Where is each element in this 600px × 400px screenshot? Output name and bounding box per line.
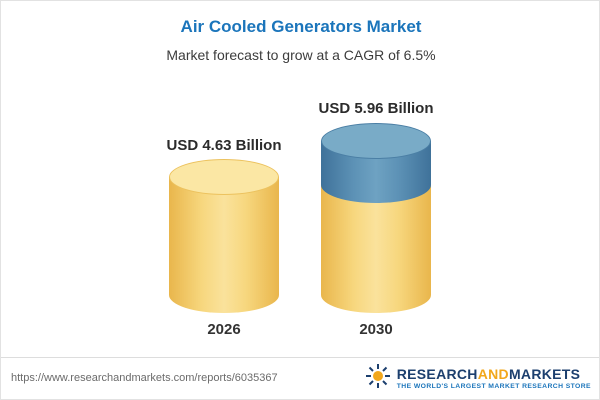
bar-2026 [169, 159, 279, 313]
bar-2026-top-ellipse [169, 159, 279, 195]
value-label-2026: USD 4.63 Billion [166, 137, 282, 154]
brand-name: RESEARCHANDMARKETS [397, 366, 591, 382]
report-url[interactable]: https://www.researchandmarkets.com/repor… [11, 372, 278, 384]
brand-logo-icon [365, 363, 391, 394]
category-label-2030: 2030 [359, 321, 393, 338]
bar-2030 [321, 123, 431, 313]
category-label-2026: 2026 [207, 321, 241, 338]
brand-logo: RESEARCHANDMARKETS THE WORLD'S LARGEST M… [365, 363, 591, 394]
brand-name-and: AND [477, 365, 509, 382]
value-label-2030: USD 5.96 Billion [318, 100, 434, 117]
chart-title: Air Cooled Generators Market [180, 17, 422, 36]
chart-subtitle: Market forecast to grow at a CAGR of 6.5… [166, 47, 436, 63]
brand-text-block: RESEARCHANDMARKETS THE WORLD'S LARGEST M… [397, 366, 591, 392]
brand-name-research: RESEARCH [396, 365, 478, 382]
footer-bar: https://www.researchandmarkets.com/repor… [1, 357, 599, 399]
bar-2030-base-body [321, 185, 431, 313]
brand-tagline: THE WORLD'S LARGEST MARKET RESEARCH STOR… [396, 382, 591, 390]
bar-2026-body [169, 177, 279, 313]
bar-2030-top-ellipse [321, 123, 431, 159]
brand-name-markets: MARKETS [508, 365, 581, 382]
